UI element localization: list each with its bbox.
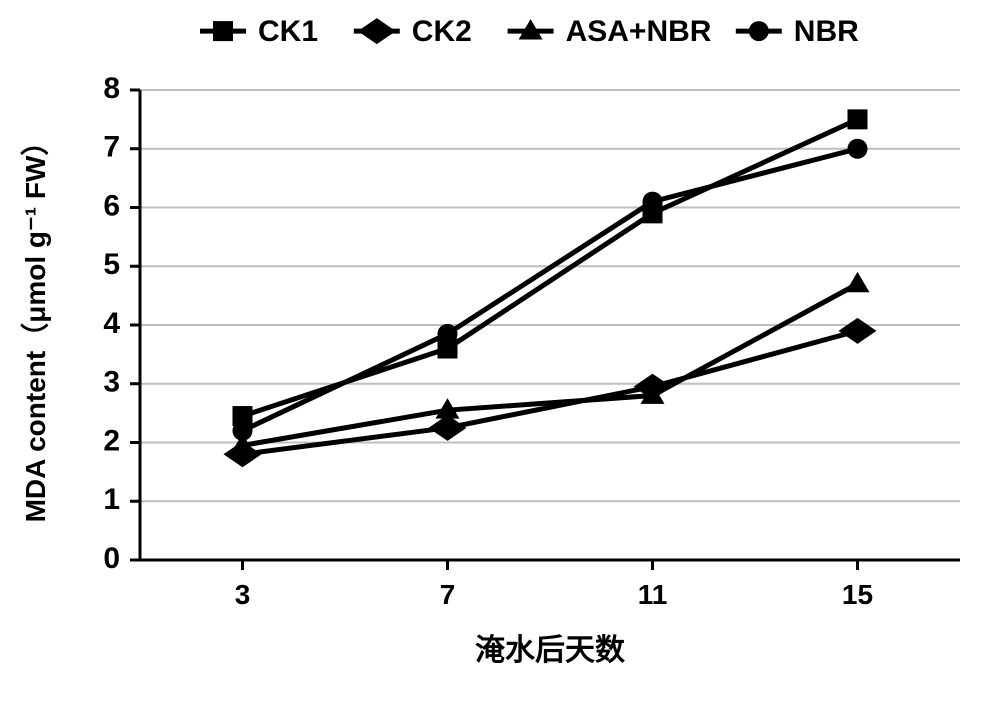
y-tick-label: 8 <box>103 72 120 105</box>
y-tick-label: 1 <box>103 483 120 516</box>
legend-label: CK1 <box>258 15 318 48</box>
x-tick-label: 15 <box>842 579 873 610</box>
y-tick-label: 3 <box>103 366 120 399</box>
legend-label: CK2 <box>412 15 472 48</box>
legend-label: NBR <box>794 15 859 48</box>
y-axis-title: MDA content（μmol g⁻¹ FW） <box>19 128 51 523</box>
y-tick-label: 6 <box>103 189 120 222</box>
y-tick-label: 0 <box>103 542 120 575</box>
x-axis-title: 淹水后天数 <box>475 634 626 667</box>
y-tick-label: 7 <box>103 131 120 164</box>
y-tick-label: 4 <box>103 307 120 340</box>
legend-label: ASA+NBR <box>566 15 712 48</box>
x-tick-label: 3 <box>235 579 251 610</box>
y-tick-label: 2 <box>103 424 120 457</box>
y-tick-label: 5 <box>103 248 120 281</box>
x-tick-label: 7 <box>440 579 456 610</box>
chart-container: 0 1 2 3 4 5 6 7 8 3 7 11 15 淹水后天数 MDA content（μmol g⁻¹… <box>0 0 1000 725</box>
line-chart: 0 1 2 3 4 5 6 7 8 3 7 11 15 淹水后天数 MDA content（μmol g⁻¹… <box>0 0 1000 725</box>
x-tick-label: 11 <box>638 579 668 610</box>
